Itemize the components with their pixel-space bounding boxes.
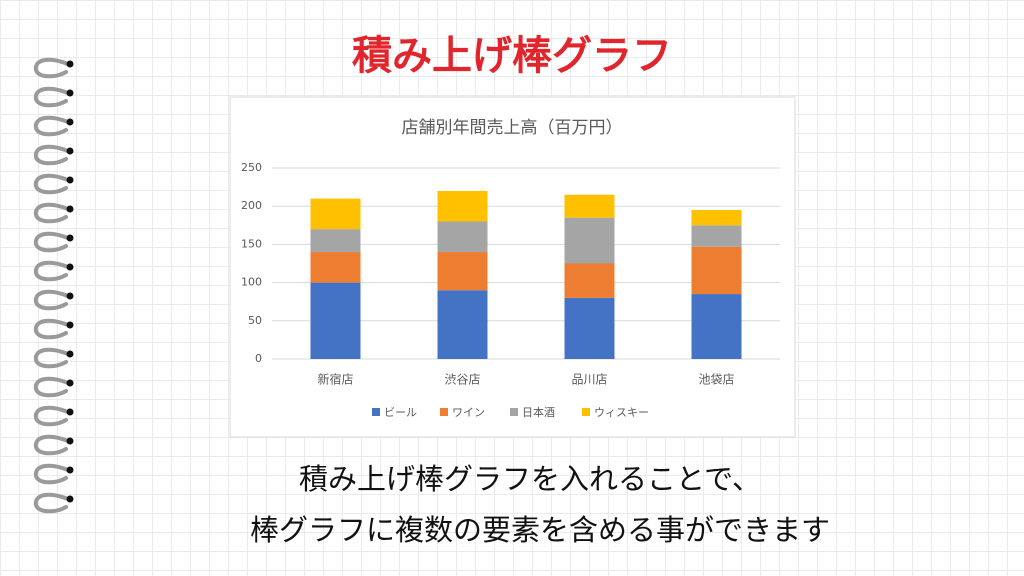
spiral-ring <box>33 260 70 282</box>
chart-title: 店舗別年間売上高（百万円） <box>402 118 623 138</box>
spiral-hole <box>66 89 74 97</box>
spiral-ring <box>33 202 70 224</box>
spiral-hole <box>66 147 74 155</box>
x-tick-label: 池袋店 <box>698 373 734 387</box>
bar-segment <box>310 282 361 359</box>
bar-segment <box>310 198 361 230</box>
bar-segment <box>310 229 361 253</box>
bar-segment <box>564 217 615 264</box>
caption: 積み上げ棒グラフを入れることで、 <box>299 462 761 496</box>
slide-title: 積み上げ棒グラフ <box>352 33 672 79</box>
bar-segment <box>564 297 615 359</box>
spiral-ring <box>33 173 70 195</box>
spiral-hole <box>66 292 74 300</box>
spiral-hole <box>66 379 74 387</box>
y-tick-label: 50 <box>248 314 262 327</box>
legend-swatch <box>510 408 518 416</box>
bar-segment <box>437 190 488 222</box>
bar-segment <box>564 194 615 218</box>
spiral-ring <box>33 289 70 311</box>
caption: 棒グラフに複数の要素を含める事ができます <box>250 513 830 547</box>
spiral-ring <box>33 144 70 166</box>
spiral-hole <box>66 350 74 358</box>
bar-segment <box>691 246 742 295</box>
spiral-hole <box>66 234 74 242</box>
spiral-ring <box>33 115 70 137</box>
bar-segment <box>437 290 488 359</box>
spiral-ring <box>33 492 70 514</box>
legend-label: 日本酒 <box>522 405 555 419</box>
y-tick-label: 250 <box>241 161 262 174</box>
bar-segment <box>691 210 742 226</box>
y-tick-label: 100 <box>241 276 262 289</box>
x-tick-label: 新宿店 <box>317 372 353 387</box>
spiral-ring <box>33 318 70 340</box>
spiral-ring <box>33 434 70 456</box>
bar-segment <box>691 225 742 247</box>
x-tick-label: 渋谷店 <box>444 373 480 387</box>
bar-segment <box>310 252 361 283</box>
legend-swatch <box>372 408 380 416</box>
spiral-ring <box>33 57 70 79</box>
bar-segment <box>564 263 615 298</box>
spiral-ring <box>33 231 70 253</box>
spiral-hole <box>66 321 74 329</box>
legend-swatch <box>440 408 448 416</box>
bar-segment <box>437 221 488 253</box>
spiral-hole <box>66 205 74 213</box>
spiral-hole <box>66 495 74 503</box>
spiral-ring <box>33 376 70 398</box>
legend-label: ビール <box>384 406 417 419</box>
spiral-hole <box>66 408 74 416</box>
bar-segment <box>691 294 742 359</box>
spiral-ring <box>33 86 70 108</box>
spiral-hole <box>66 118 74 126</box>
spiral-hole <box>66 466 74 474</box>
y-tick-label: 150 <box>241 237 262 250</box>
y-tick-label: 0 <box>255 352 262 365</box>
spiral-ring <box>33 463 70 485</box>
spiral-hole <box>66 60 74 68</box>
x-tick-label: 品川店 <box>571 373 607 387</box>
y-tick-label: 200 <box>241 199 262 212</box>
legend-swatch <box>582 408 590 416</box>
spiral-hole <box>66 176 74 184</box>
legend-label: ワイン <box>452 406 485 419</box>
bar-segment <box>437 252 488 291</box>
spiral-hole <box>66 263 74 271</box>
spiral-hole <box>66 437 74 445</box>
spiral-ring <box>33 347 70 369</box>
legend-label: ウィスキー <box>594 406 649 419</box>
spiral-ring <box>33 405 70 427</box>
